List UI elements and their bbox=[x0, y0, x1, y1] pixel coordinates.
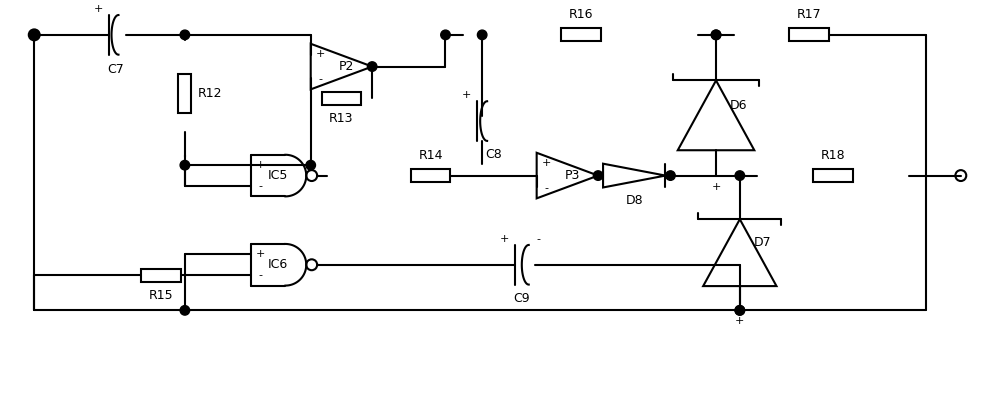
Circle shape bbox=[711, 30, 721, 40]
Text: IC5: IC5 bbox=[268, 169, 288, 182]
Text: +: + bbox=[462, 90, 471, 100]
Circle shape bbox=[29, 30, 39, 40]
Text: -: - bbox=[258, 181, 262, 191]
Circle shape bbox=[477, 30, 487, 40]
Text: D7: D7 bbox=[754, 237, 771, 250]
Circle shape bbox=[735, 306, 745, 315]
Text: R16: R16 bbox=[569, 9, 593, 22]
Circle shape bbox=[306, 160, 315, 170]
Text: P3: P3 bbox=[565, 169, 580, 182]
Bar bbox=[561, 28, 601, 41]
Text: R12: R12 bbox=[198, 87, 223, 100]
Text: -: - bbox=[545, 183, 549, 193]
Text: +: + bbox=[500, 234, 510, 244]
Text: D8: D8 bbox=[625, 195, 643, 208]
Bar bbox=[789, 28, 829, 41]
Text: +: + bbox=[316, 49, 325, 59]
Text: +: + bbox=[255, 249, 265, 259]
Text: C9: C9 bbox=[513, 292, 530, 305]
Text: -: - bbox=[319, 74, 323, 84]
Circle shape bbox=[735, 306, 745, 315]
Bar bbox=[322, 92, 361, 105]
Circle shape bbox=[441, 30, 450, 40]
Text: +: + bbox=[94, 4, 103, 14]
Bar bbox=[813, 169, 853, 182]
Text: +: + bbox=[542, 158, 551, 168]
Bar bbox=[411, 169, 450, 182]
Text: +: + bbox=[255, 160, 265, 170]
Text: C8: C8 bbox=[486, 148, 502, 161]
Bar bbox=[178, 73, 191, 113]
Text: D6: D6 bbox=[730, 99, 747, 112]
Circle shape bbox=[180, 306, 190, 315]
Circle shape bbox=[367, 62, 377, 71]
Text: +: + bbox=[711, 182, 721, 191]
Text: +: + bbox=[735, 316, 745, 326]
Text: -: - bbox=[258, 270, 262, 280]
Bar bbox=[141, 269, 181, 282]
Text: -: - bbox=[537, 234, 541, 244]
Text: IC6: IC6 bbox=[268, 258, 288, 271]
Circle shape bbox=[735, 171, 745, 180]
Text: R18: R18 bbox=[821, 149, 845, 162]
Circle shape bbox=[180, 30, 190, 40]
Text: R14: R14 bbox=[418, 149, 443, 162]
Text: R15: R15 bbox=[149, 288, 173, 301]
Circle shape bbox=[666, 171, 675, 180]
Circle shape bbox=[180, 160, 190, 170]
Text: R13: R13 bbox=[329, 112, 354, 125]
Text: C7: C7 bbox=[107, 62, 124, 75]
Circle shape bbox=[593, 171, 603, 180]
Text: R17: R17 bbox=[797, 9, 822, 22]
Text: P2: P2 bbox=[339, 60, 354, 73]
Circle shape bbox=[711, 30, 721, 40]
